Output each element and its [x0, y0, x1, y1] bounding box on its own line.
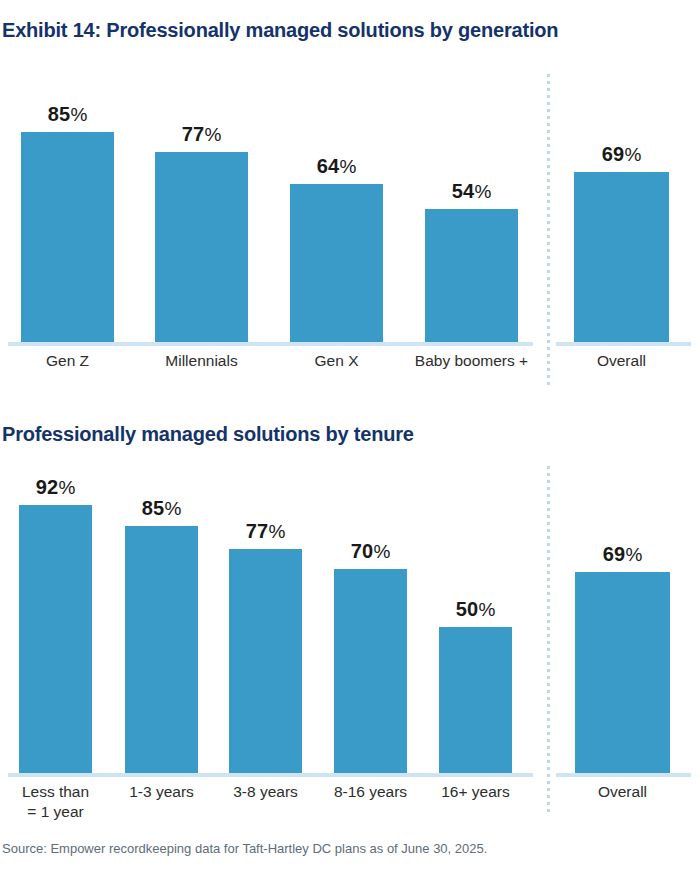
percent-sign: % — [373, 541, 390, 562]
value-number: 70 — [351, 540, 374, 562]
percent-sign: % — [58, 477, 75, 498]
bar-3-8-years — [229, 549, 302, 773]
value-label-1-3-years: 85% — [142, 496, 182, 520]
tick-label-1-3-years: 1-3 years — [129, 782, 194, 802]
value-number: 92 — [36, 476, 59, 498]
value-number: 85 — [142, 497, 165, 519]
tick-label-8-16-years: 8-16 years — [334, 782, 407, 802]
value-label-16-years: 50% — [456, 597, 496, 621]
bar-16-years — [439, 627, 512, 773]
percent-sign: % — [268, 521, 285, 542]
value-number: 50 — [456, 598, 479, 620]
axis-baseline — [8, 773, 533, 777]
value-label-overall: 69% — [603, 542, 643, 566]
tenure-bar-chart: 92% Less than = 1 year 85% 1-3 years 77% 3-8 … — [0, 0, 700, 869]
tick-label-16-years: 16+ years — [441, 782, 510, 802]
value-number: 77 — [246, 520, 269, 542]
source-note: Source: Empower recordkeeping data for T… — [2, 841, 487, 856]
tick-label-overall: Overall — [598, 782, 647, 802]
tick-label-3-8-years: 3-8 years — [233, 782, 298, 802]
percent-sign: % — [478, 599, 495, 620]
bar-8-16-years — [334, 569, 407, 773]
bar-overall — [575, 572, 670, 773]
percent-sign: % — [164, 498, 181, 519]
bar-less-than-1-year — [19, 505, 92, 773]
axis-baseline — [556, 773, 691, 777]
percent-sign: % — [625, 544, 642, 565]
tick-label-less-than-1-year: Less than = 1 year — [22, 782, 89, 822]
bar-1-3-years — [125, 526, 198, 773]
value-label-8-16-years: 70% — [351, 539, 391, 563]
value-label-3-8-years: 77% — [246, 519, 286, 543]
value-number: 69 — [603, 543, 626, 565]
value-label-less-than-1-year: 92% — [36, 475, 76, 499]
overall-separator-dotted-line — [547, 466, 550, 812]
exhibit-page: Exhibit 14: Professionally managed solut… — [0, 0, 700, 869]
